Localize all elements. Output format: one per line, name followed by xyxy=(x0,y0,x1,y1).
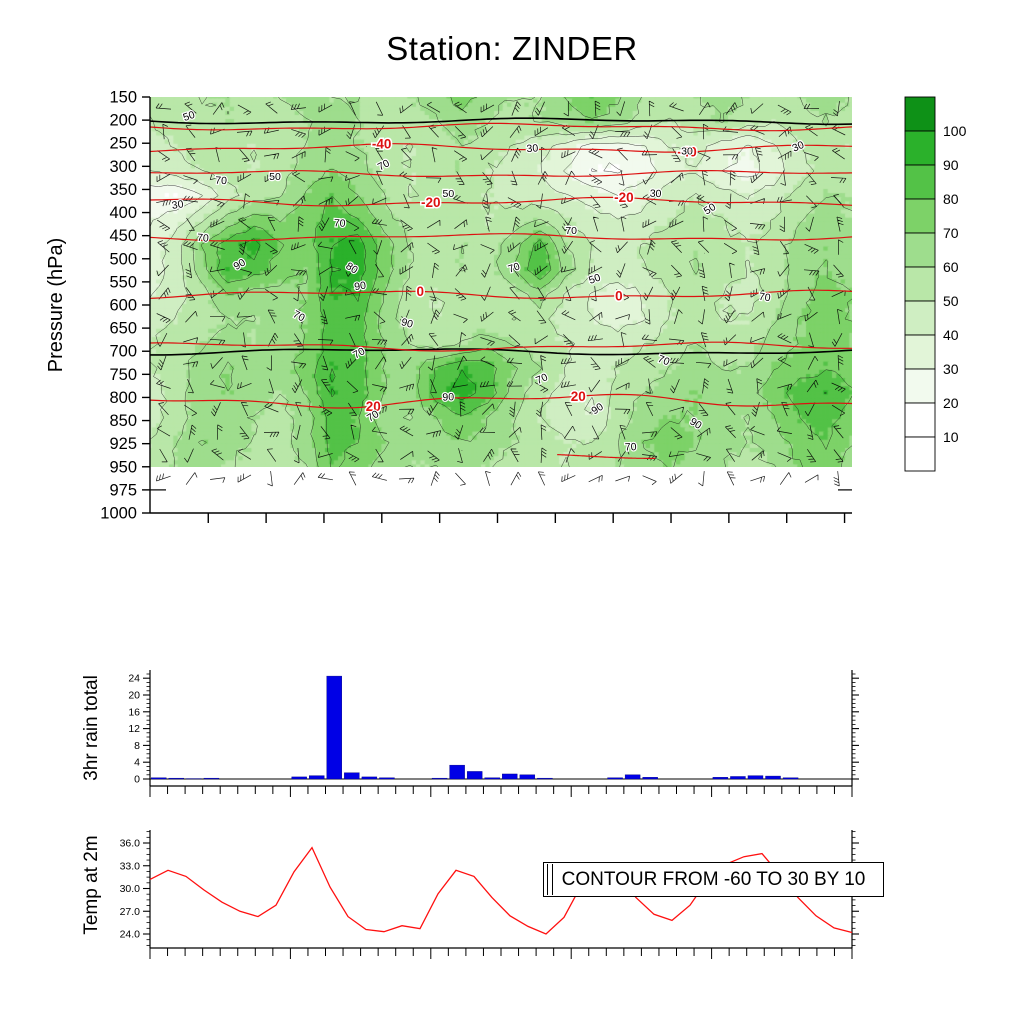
page-title: Station: ZINDER xyxy=(386,30,638,67)
svg-text:70: 70 xyxy=(334,217,346,230)
svg-text:Pressure (hPa): Pressure (hPa) xyxy=(45,238,67,373)
svg-text:24: 24 xyxy=(128,673,140,685)
svg-text:950: 950 xyxy=(109,458,137,476)
svg-text:450: 450 xyxy=(109,227,137,245)
svg-text:80: 80 xyxy=(943,191,959,207)
svg-text:3hr rain total: 3hr rain total xyxy=(81,675,102,781)
svg-text:-20: -20 xyxy=(421,195,441,210)
svg-text:20: 20 xyxy=(128,690,140,702)
svg-text:30: 30 xyxy=(790,139,806,155)
svg-text:4: 4 xyxy=(134,757,140,769)
svg-text:50: 50 xyxy=(443,188,455,200)
svg-text:70: 70 xyxy=(291,308,307,324)
svg-text:0: 0 xyxy=(615,288,623,303)
svg-text:250: 250 xyxy=(109,135,137,153)
svg-text:-40: -40 xyxy=(372,136,392,151)
svg-text:925: 925 xyxy=(109,435,137,453)
svg-text:90: 90 xyxy=(688,416,704,432)
svg-text:100: 100 xyxy=(943,123,967,139)
svg-text:20: 20 xyxy=(571,389,586,404)
svg-text:800: 800 xyxy=(109,389,137,407)
svg-text:70: 70 xyxy=(625,441,637,454)
svg-text:Temp at 2m: Temp at 2m xyxy=(81,835,102,934)
svg-text:12: 12 xyxy=(128,723,140,735)
svg-text:70: 70 xyxy=(943,225,959,241)
svg-text:36.0: 36.0 xyxy=(120,838,141,850)
svg-text:70: 70 xyxy=(507,260,522,275)
svg-text:70: 70 xyxy=(656,353,671,369)
contour-range-text: CONTOUR FROM -60 TO 30 BY 10 xyxy=(561,868,866,890)
svg-text:400: 400 xyxy=(109,204,137,222)
svg-text:50: 50 xyxy=(587,271,602,286)
svg-text:8: 8 xyxy=(134,740,140,752)
svg-text:30: 30 xyxy=(649,188,661,201)
svg-text:24.0: 24.0 xyxy=(120,929,141,941)
svg-text:60: 60 xyxy=(943,259,959,275)
svg-text:975: 975 xyxy=(109,481,137,499)
svg-text:50: 50 xyxy=(702,201,718,218)
svg-text:90: 90 xyxy=(589,401,606,418)
svg-text:90: 90 xyxy=(353,280,367,294)
svg-text:50: 50 xyxy=(182,109,197,124)
temp-panel: 24.0 27.0 30.0 33.0 36.0 Temp at 2m xyxy=(81,830,859,959)
svg-text:90: 90 xyxy=(400,316,415,331)
svg-text:70: 70 xyxy=(758,291,771,305)
svg-text:30: 30 xyxy=(526,142,539,155)
svg-text:-20: -20 xyxy=(614,190,634,205)
svg-text:700: 700 xyxy=(109,343,137,361)
svg-text:70: 70 xyxy=(215,175,228,188)
svg-text:300: 300 xyxy=(109,158,137,176)
svg-text:600: 600 xyxy=(109,297,137,315)
svg-text:-40: -40 xyxy=(677,144,697,159)
pressure-time-panel: -40 -40 -20 -20 0 0 20 20 50 30 30 30 70 50 70 50 30 30 50… xyxy=(45,89,967,523)
svg-text:10: 10 xyxy=(943,429,959,445)
contour-range-box: CONTOUR FROM -60 TO 30 BY 10 xyxy=(543,862,884,897)
svg-text:1000: 1000 xyxy=(100,505,137,523)
svg-text:16: 16 xyxy=(128,706,140,718)
svg-text:30: 30 xyxy=(171,198,184,212)
svg-text:90: 90 xyxy=(943,157,959,173)
svg-text:70: 70 xyxy=(351,345,367,361)
svg-text:650: 650 xyxy=(109,320,137,338)
svg-text:70: 70 xyxy=(534,371,550,387)
svg-text:200: 200 xyxy=(109,112,137,130)
svg-text:550: 550 xyxy=(109,273,137,291)
svg-text:30: 30 xyxy=(681,145,693,157)
svg-text:50: 50 xyxy=(269,171,281,183)
svg-text:30.0: 30.0 xyxy=(120,883,141,895)
contour-box-left-rule xyxy=(547,864,553,895)
svg-text:850: 850 xyxy=(109,412,137,430)
svg-text:350: 350 xyxy=(109,181,137,199)
svg-text:50: 50 xyxy=(943,293,959,309)
rain-panel: 0 4 8 12 16 20 24 3hr rain total xyxy=(81,670,859,797)
svg-text:20: 20 xyxy=(366,399,381,414)
svg-text:150: 150 xyxy=(109,89,137,107)
svg-text:500: 500 xyxy=(109,250,137,268)
svg-text:0: 0 xyxy=(134,774,140,786)
svg-text:750: 750 xyxy=(109,366,137,384)
svg-text:70: 70 xyxy=(197,232,210,245)
svg-text:30: 30 xyxy=(943,361,959,377)
svg-text:70: 70 xyxy=(565,225,577,237)
svg-text:90: 90 xyxy=(442,391,454,403)
svg-text:27.0: 27.0 xyxy=(120,906,141,918)
svg-text:40: 40 xyxy=(943,327,959,343)
svg-text:0: 0 xyxy=(417,284,425,299)
svg-text:80: 80 xyxy=(344,260,360,276)
svg-text:33.0: 33.0 xyxy=(120,860,141,872)
svg-text:20: 20 xyxy=(943,395,959,411)
